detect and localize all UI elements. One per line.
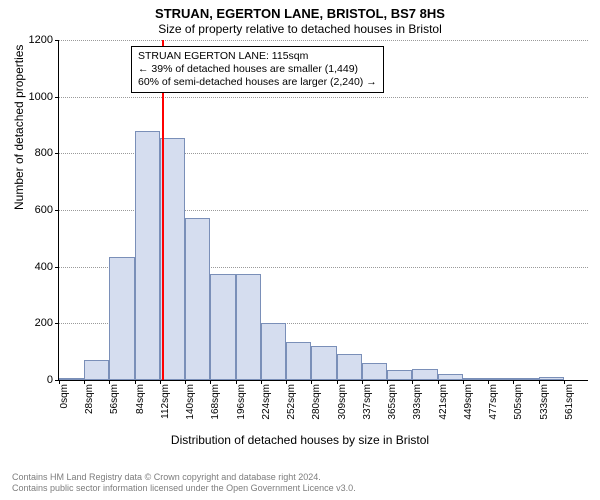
footer-attribution: Contains HM Land Registry data © Crown c… [12,472,356,495]
x-tick-label: 533sqm [539,380,550,420]
x-tick-label: 140sqm [185,380,196,420]
x-tick-label: 252sqm [286,380,297,420]
y-tick-label: 800 [35,147,59,159]
x-tick-label: 0sqm [59,380,70,408]
annotation-line2: ← 39% of detached houses are smaller (1,… [138,63,377,76]
x-tick-label: 280sqm [311,380,322,420]
histogram-bar [362,363,387,380]
x-tick-label: 84sqm [135,380,146,414]
y-tick-label: 200 [35,317,59,329]
y-tick-label: 600 [35,204,59,216]
annotation-line1: STRUAN EGERTON LANE: 115sqm [138,50,377,63]
x-tick-label: 449sqm [463,380,474,420]
x-tick-label: 561sqm [564,380,575,420]
histogram-bar [337,354,362,380]
histogram-bar [311,346,336,380]
chart-title: STRUAN, EGERTON LANE, BRISTOL, BS7 8HS [0,0,600,22]
x-tick-label: 168sqm [210,380,221,420]
x-tick-label: 28sqm [84,380,95,414]
histogram-bar [387,370,412,380]
y-tick-label: 400 [35,261,59,273]
histogram-bar [210,274,235,380]
x-tick-label: 393sqm [412,380,423,420]
x-tick-label: 421sqm [438,380,449,420]
histogram-bar [135,131,160,380]
y-tick-label: 1200 [29,34,59,46]
x-tick-label: 309sqm [337,380,348,420]
y-tick-label: 1000 [29,91,59,103]
histogram-bar [109,257,134,380]
gridline [59,40,588,41]
annotation-box: STRUAN EGERTON LANE: 115sqm ← 39% of det… [131,46,384,93]
chart-subtitle: Size of property relative to detached ho… [0,22,600,36]
x-axis-label: Distribution of detached houses by size … [0,433,600,447]
x-tick-label: 337sqm [362,380,373,420]
histogram-bar [185,218,210,380]
footer-line2: Contains public sector information licen… [12,483,356,494]
x-tick-label: 477sqm [488,380,499,420]
histogram-bar [236,274,261,380]
histogram-plot: STRUAN EGERTON LANE: 115sqm ← 39% of det… [58,40,588,381]
histogram-bar [261,323,286,380]
x-tick-label: 196sqm [236,380,247,420]
histogram-bar [412,369,437,380]
histogram-bar [286,342,311,380]
x-tick-label: 224sqm [261,380,272,420]
annotation-line3: 60% of semi-detached houses are larger (… [138,76,377,89]
x-tick-label: 56sqm [109,380,120,414]
gridline [59,97,588,98]
x-tick-label: 365sqm [387,380,398,420]
x-tick-label: 112sqm [160,380,171,419]
histogram-bar [84,360,109,380]
y-axis-label: Number of detached properties [12,45,26,210]
x-tick-label: 505sqm [513,380,524,420]
y-tick-label: 0 [47,374,59,386]
footer-line1: Contains HM Land Registry data © Crown c… [12,472,356,483]
